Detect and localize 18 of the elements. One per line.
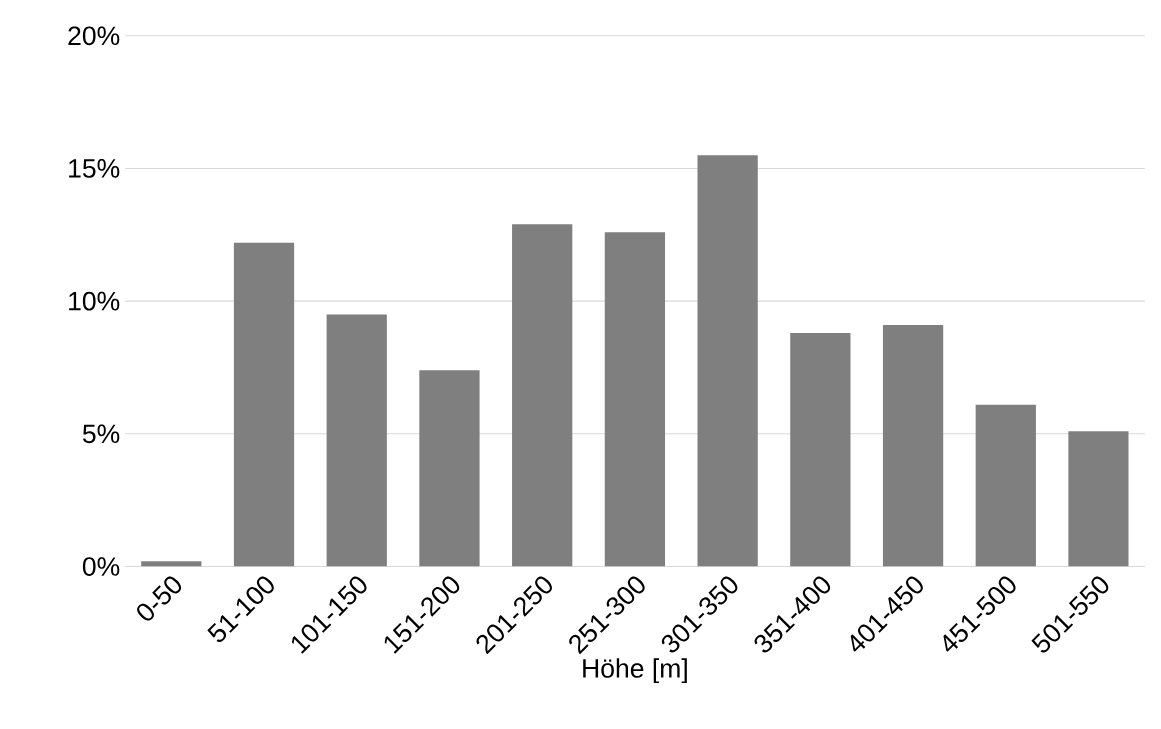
bar	[512, 224, 573, 567]
bar	[141, 561, 202, 567]
bar	[233, 242, 295, 567]
y-tick-label: 0%	[82, 557, 120, 576]
y-tick-label: 5%	[82, 424, 120, 444]
x-tick-label: 0-50	[137, 576, 182, 621]
bar	[790, 332, 851, 567]
bar	[1068, 431, 1129, 567]
bar	[882, 324, 944, 567]
bar	[419, 370, 480, 567]
y-tick-label: 20%	[68, 26, 120, 46]
bar	[326, 314, 387, 567]
bar	[604, 232, 666, 567]
y-tick-label: 10%	[69, 291, 120, 311]
x-axis-title: Höhe [m]	[583, 658, 687, 683]
bar	[975, 404, 1036, 567]
y-tick-label: 15%	[69, 159, 120, 178]
bar	[697, 155, 758, 567]
